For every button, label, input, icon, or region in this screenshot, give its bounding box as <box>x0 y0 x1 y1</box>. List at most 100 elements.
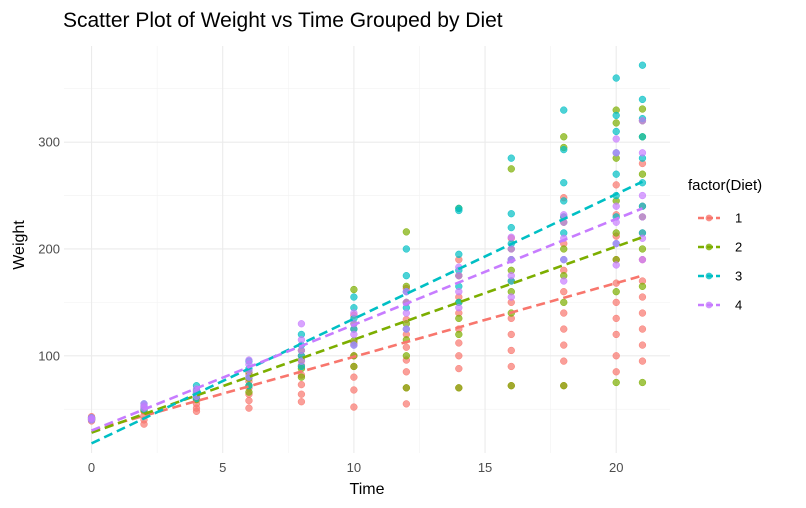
data-point-diet-3 <box>560 197 568 205</box>
data-point-diet-1 <box>297 380 306 389</box>
data-point-diet-2 <box>560 298 568 307</box>
x-tick-label: 0 <box>88 460 95 475</box>
data-point-diet-3 <box>638 133 647 141</box>
data-point-diet-4 <box>612 135 620 143</box>
data-point-diet-1 <box>612 368 620 376</box>
data-point-diet-3 <box>612 170 620 178</box>
data-point-diet-2 <box>507 382 515 390</box>
data-point-diet-1 <box>297 390 306 398</box>
data-point-diet-2 <box>638 245 647 253</box>
data-point-diet-3 <box>612 111 620 120</box>
data-point-diet-1 <box>507 346 515 355</box>
data-point-diet-2 <box>638 282 647 291</box>
data-point-diet-1 <box>612 330 620 339</box>
data-point-diet-1 <box>245 397 253 405</box>
data-point-diet-2 <box>402 384 411 392</box>
data-point-diet-2 <box>560 245 568 253</box>
legend-label-3: 3 <box>735 269 742 284</box>
data-point-diet-3 <box>612 127 620 136</box>
data-point-diet-4 <box>297 336 306 344</box>
data-point-diet-2 <box>297 373 306 381</box>
legend-key-point-4 <box>705 301 713 309</box>
data-point-diet-4 <box>612 149 620 157</box>
data-point-diet-4 <box>638 149 647 157</box>
legend-key-point-1 <box>705 214 713 222</box>
legend-label-4: 4 <box>735 298 742 313</box>
data-point-diet-1 <box>455 364 463 373</box>
x-tick-label: 5 <box>219 460 226 475</box>
data-point-diet-4 <box>140 400 148 408</box>
data-point-diet-2 <box>402 228 411 236</box>
data-point-diet-2 <box>638 170 647 178</box>
data-point-diet-4 <box>297 346 306 355</box>
data-point-diet-1 <box>350 403 358 411</box>
data-point-diet-1 <box>507 330 515 339</box>
data-point-diet-4 <box>638 213 647 221</box>
data-point-diet-1 <box>560 341 568 349</box>
data-point-diet-4 <box>507 293 515 301</box>
data-point-diet-2 <box>612 288 620 296</box>
data-point-diet-3 <box>612 74 620 82</box>
data-point-diet-2 <box>612 378 620 387</box>
data-point-diet-2 <box>455 314 463 323</box>
data-point-diet-2 <box>507 165 515 173</box>
data-point-diet-1 <box>638 341 647 349</box>
data-point-diet-2 <box>245 388 253 396</box>
data-point-diet-4 <box>402 309 411 317</box>
chart-title: Scatter Plot of Weight vs Time Grouped b… <box>63 9 503 32</box>
data-point-diet-4 <box>507 272 515 280</box>
y-axis-ticks: 100 200 300 <box>38 135 60 364</box>
data-point-diet-2 <box>455 384 463 392</box>
data-point-diet-3 <box>560 179 568 187</box>
data-point-diet-4 <box>455 304 463 312</box>
data-point-diet-4 <box>612 202 620 210</box>
x-axis-title: Time <box>350 481 385 498</box>
x-tick-label: 20 <box>609 460 623 475</box>
data-point-diet-1 <box>560 288 568 296</box>
legend: factor(Diet) 1 2 3 4 <box>688 177 762 313</box>
data-point-diet-4 <box>507 245 515 253</box>
trend-line-diet-4 <box>91 207 643 432</box>
data-point-diet-4 <box>87 416 96 424</box>
data-point-diet-4 <box>402 325 411 333</box>
data-point-diet-4 <box>350 341 358 349</box>
data-point-diet-2 <box>350 362 358 371</box>
legend-label-2: 2 <box>735 240 742 255</box>
data-point-diet-1 <box>350 386 358 394</box>
data-point-diet-2 <box>612 229 620 237</box>
data-point-diet-1 <box>455 352 463 360</box>
trend-lines <box>90 180 644 445</box>
data-point-diet-4 <box>350 330 358 339</box>
y-tick-label: 300 <box>38 135 60 150</box>
data-point-diet-2 <box>612 119 620 127</box>
data-point-diet-3 <box>402 272 411 280</box>
data-point-diet-4 <box>560 277 568 285</box>
data-point-diet-4 <box>638 255 647 264</box>
data-point-diet-1 <box>638 309 647 317</box>
data-point-diet-1 <box>455 339 463 347</box>
data-point-diet-1 <box>402 343 411 351</box>
data-point-diet-2 <box>560 382 568 390</box>
data-point-diet-2 <box>638 378 647 387</box>
data-point-diet-1 <box>350 373 358 381</box>
data-point-diet-4 <box>638 191 647 200</box>
y-tick-label: 200 <box>38 241 60 256</box>
data-point-diet-1 <box>612 314 620 323</box>
data-point-diet-1 <box>560 325 568 333</box>
data-point-diet-4 <box>612 261 620 269</box>
x-tick-label: 10 <box>347 460 361 475</box>
data-point-diet-3 <box>638 61 647 69</box>
data-point-diet-4 <box>455 288 463 296</box>
data-point-diet-4 <box>560 255 568 264</box>
trend-line-diet-3 <box>90 180 644 445</box>
data-point-diet-1 <box>638 357 647 365</box>
data-point-diet-1 <box>638 293 647 301</box>
data-point-diet-1 <box>638 325 647 333</box>
data-point-diet-2 <box>402 352 411 360</box>
data-point-diet-1 <box>560 309 568 317</box>
data-point-diet-3 <box>560 145 568 154</box>
data-point-diet-2 <box>455 330 463 339</box>
data-point-diet-1 <box>402 400 411 408</box>
data-point-diet-4 <box>638 117 647 125</box>
x-axis-ticks: 0 5 10 15 20 <box>88 460 624 475</box>
